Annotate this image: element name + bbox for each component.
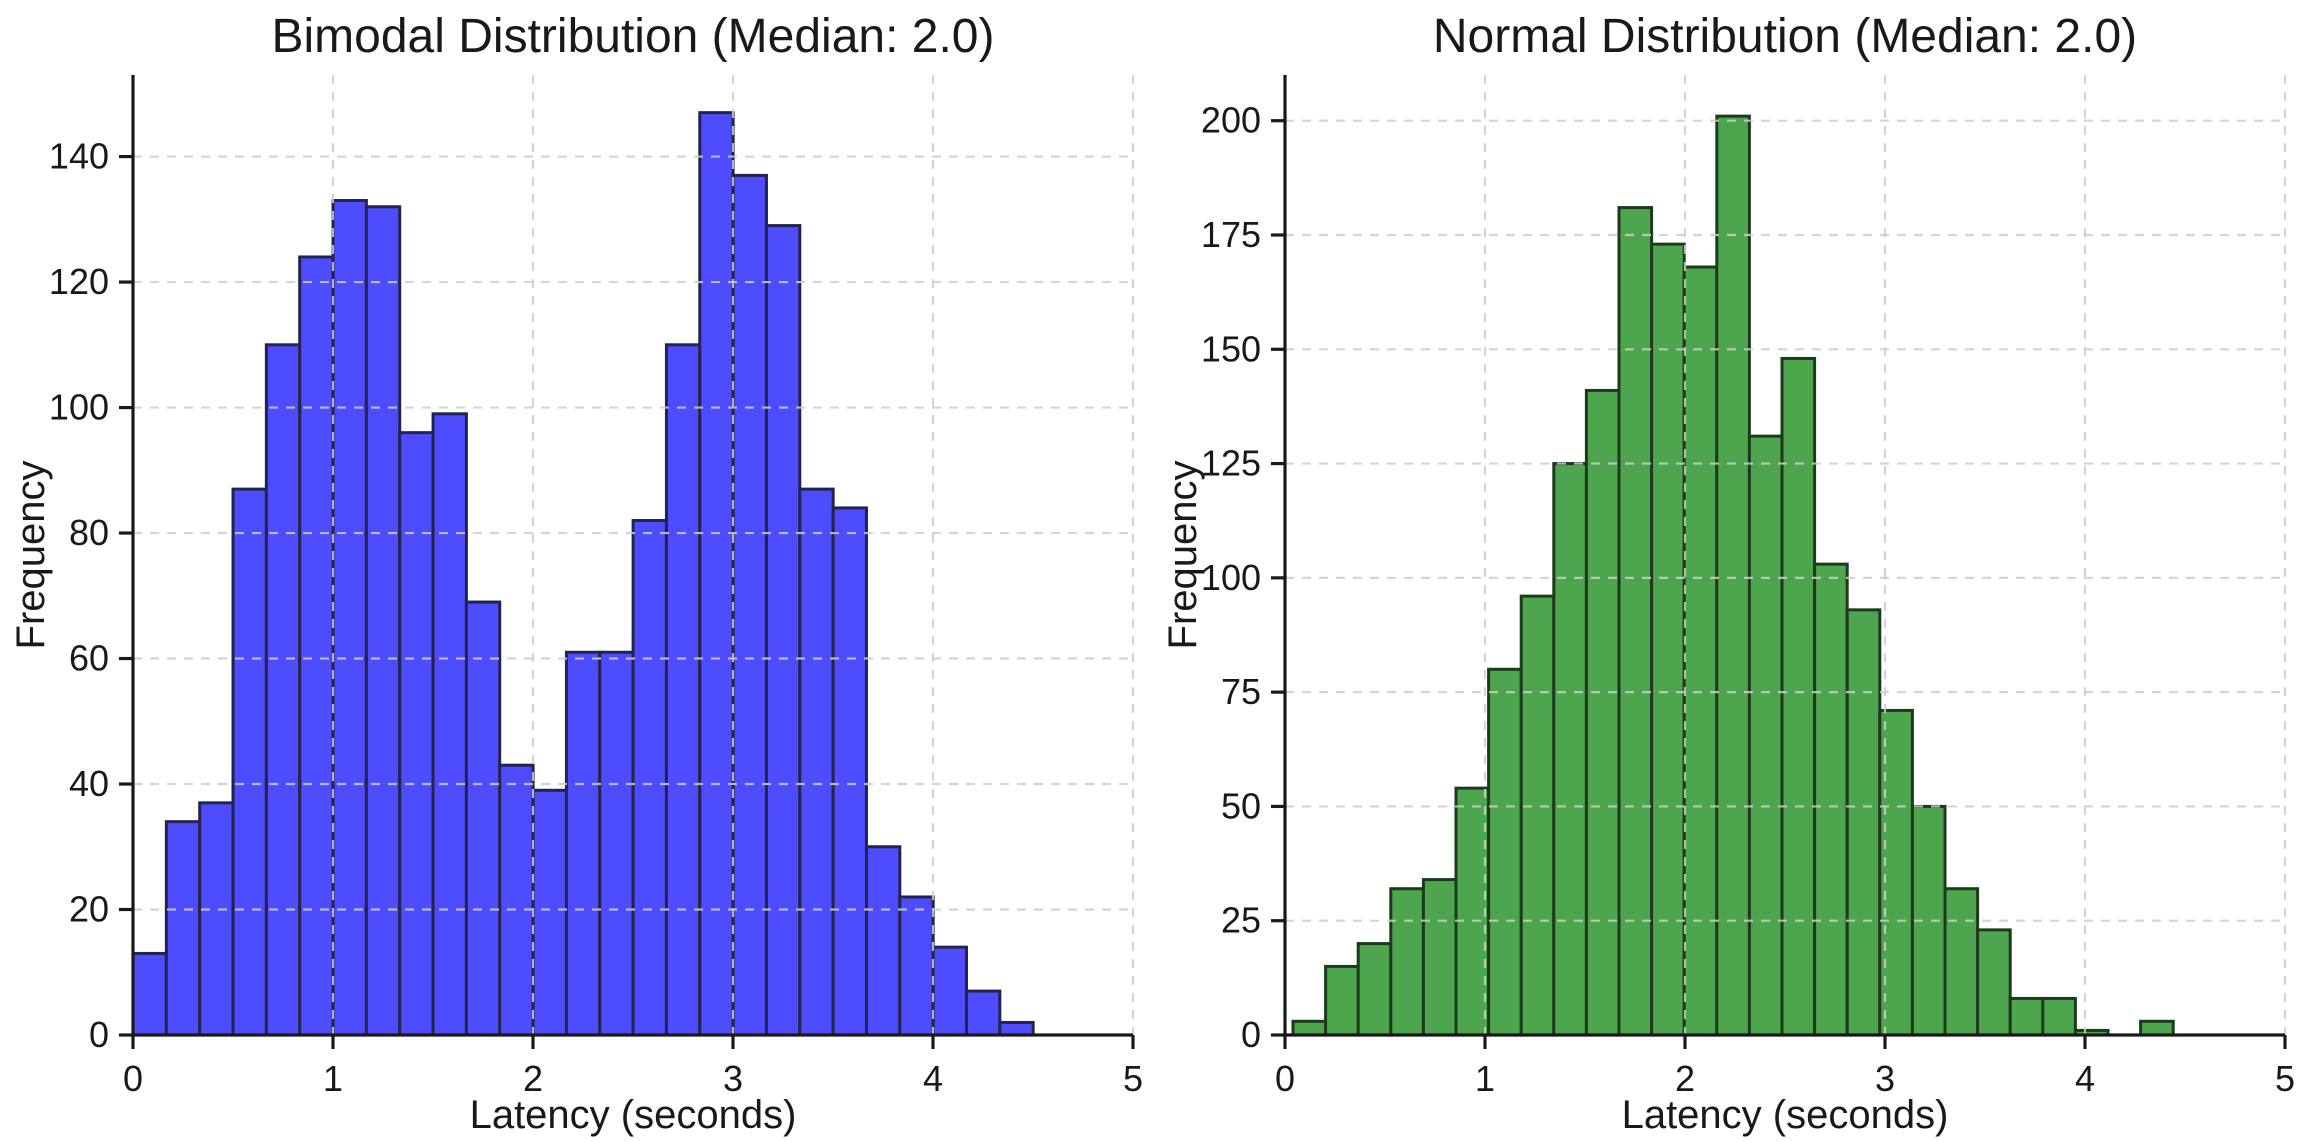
histogram-bar [2008, 996, 2045, 1037]
histogram-bar [198, 801, 235, 1037]
y-tick-label: 50 [1221, 785, 1261, 826]
histogram-bar [431, 412, 468, 1037]
histogram-bar [764, 224, 802, 1037]
histogram-bar [498, 763, 535, 1037]
histogram-normal: 0 25 50 75 100 125 150 175 200 0 1 2 3 4 5 Normal Dist… [1161, 10, 2295, 1137]
histogram-bar [1454, 786, 1491, 1037]
y-tick-label: 0 [89, 1014, 109, 1055]
histogram-bar [1715, 114, 1751, 1037]
histogram-bar [798, 487, 835, 1037]
histogram-bar [298, 255, 335, 1037]
chart-title: Bimodal Distribution (Median: 2.0) [272, 10, 995, 63]
histogram-bar [1291, 1019, 1328, 1037]
histogram-bar [831, 506, 868, 1037]
y-tick-label: 200 [1201, 100, 1261, 141]
histogram-bar [1813, 562, 1849, 1037]
histogram-bar [1487, 667, 1523, 1037]
x-tick-label: 2 [1675, 1058, 1695, 1099]
x-tick-label: 0 [1275, 1058, 1295, 1099]
histogram-bar [1356, 942, 1393, 1037]
histogram-bar [864, 845, 902, 1037]
histogram-bar [264, 343, 302, 1037]
y-tick-label: 120 [49, 261, 109, 302]
y-axis-label: Frequency [9, 461, 53, 650]
histogram-bar [931, 945, 968, 1037]
histogram-bar [464, 600, 502, 1037]
x-tick-label: 1 [1475, 1058, 1495, 1099]
histogram-bar [2041, 996, 2077, 1037]
histogram-bar [664, 343, 702, 1037]
x-axis-label: Latency (seconds) [1622, 1093, 1949, 1137]
histogram-bar [1552, 462, 1588, 1037]
y-tick-label: 100 [1201, 557, 1261, 598]
plot-area: 0 20 40 60 80 100 120 140 0 1 2 3 4 5 [49, 75, 1143, 1099]
histogram-bar [998, 1020, 1035, 1037]
x-tick-label: 2 [523, 1058, 543, 1099]
histogram-bar [731, 173, 768, 1037]
histogram-bar [1845, 608, 1882, 1037]
x-tick-label: 5 [1123, 1058, 1143, 1099]
histogram-bar [1519, 594, 1556, 1037]
histogram-bar [231, 487, 268, 1037]
y-tick-label: 0 [1241, 1014, 1261, 1055]
histogram-bar [1943, 887, 1980, 1037]
histogram-bar [531, 788, 568, 1037]
histogram-bar [398, 431, 435, 1037]
y-tick-label: 100 [49, 387, 109, 428]
y-tick-label: 40 [69, 763, 109, 804]
histogram-bar [1682, 265, 1719, 1037]
histogram-bar [631, 518, 668, 1037]
y-tick-label: 80 [69, 512, 109, 553]
histogram-bar [1421, 878, 1458, 1037]
x-tick-label: 3 [723, 1058, 743, 1099]
histogram-bar [698, 111, 735, 1037]
histogram-bar [1584, 388, 1621, 1037]
chart-title: Normal Distribution (Median: 2.0) [1433, 10, 2137, 63]
y-tick-label: 75 [1221, 671, 1261, 712]
histogram-bar [164, 820, 202, 1037]
histogram-bar [898, 895, 935, 1037]
y-tick-label: 175 [1201, 214, 1261, 255]
y-tick-label: 20 [69, 889, 109, 930]
histogram-bar [1976, 928, 2012, 1037]
x-tick-label: 3 [1875, 1058, 1895, 1099]
plot-area: 0 25 50 75 100 125 150 175 200 0 1 2 3 4 5 [1201, 75, 2295, 1099]
x-tick-label: 4 [2075, 1058, 2095, 1099]
histogram-bar [564, 650, 602, 1037]
x-tick-label: 0 [123, 1058, 143, 1099]
histogram-bar [1747, 434, 1784, 1037]
x-tick-label: 4 [923, 1058, 943, 1099]
histogram-bar [965, 989, 1002, 1037]
histogram-bar [1389, 887, 1425, 1037]
histogram-bar [131, 951, 168, 1037]
y-tick-label: 125 [1201, 443, 1261, 484]
x-tick-label: 5 [2275, 1058, 2295, 1099]
x-tick-label: 1 [323, 1058, 343, 1099]
y-tick-label: 140 [49, 136, 109, 177]
y-axis-label: Frequency [1161, 461, 1205, 650]
histogram-bar [1780, 356, 1817, 1037]
x-axis-label: Latency (seconds) [470, 1093, 797, 1137]
histogram-bar [1617, 206, 1654, 1037]
histogram-bar [1324, 964, 1360, 1037]
y-tick-label: 150 [1201, 328, 1261, 369]
histogram-bar [598, 650, 635, 1037]
histogram-bar [364, 205, 402, 1037]
y-tick-label: 25 [1221, 900, 1261, 941]
histogram-bimodal: 0 20 40 60 80 100 120 140 0 1 2 3 4 5 Bimodal Distrib… [9, 10, 1143, 1137]
histogram-bar [1650, 242, 1686, 1037]
y-tick-label: 60 [69, 638, 109, 679]
histogram-bar [2139, 1019, 2175, 1037]
